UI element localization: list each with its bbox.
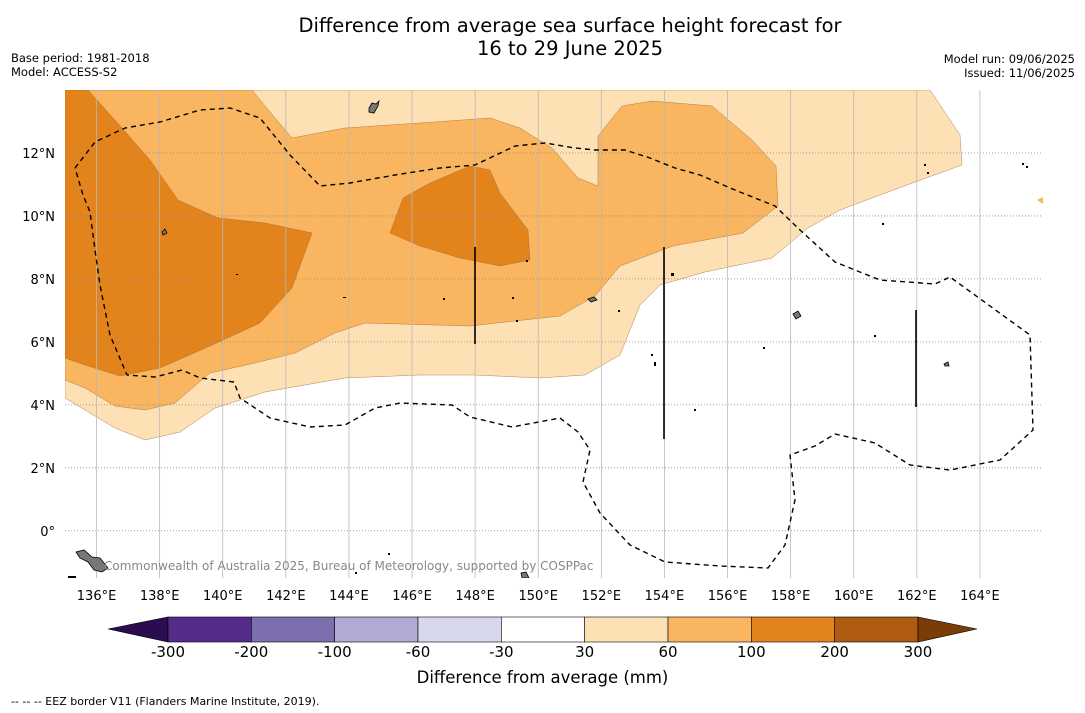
colorbar-tick-label: -300 [150, 643, 186, 661]
colorbar-cell [334, 616, 419, 643]
colorbar-cell [834, 616, 919, 643]
atoll-21 [68, 576, 76, 578]
latitude-tick-label: 6°N [31, 336, 56, 351]
latitude-tick-label: 4°N [31, 399, 56, 414]
model-name: Model: ACCESS-S2 [11, 65, 118, 79]
atoll-4 [512, 297, 514, 299]
islands [75, 99, 950, 578]
longitude-tick-label: 144°E [329, 589, 369, 604]
atoll-9 [651, 354, 653, 356]
longitude-tick-label: 158°E [771, 589, 811, 604]
atoll-13 [874, 335, 876, 337]
colorbar-tick-label: -200 [234, 643, 269, 661]
colorbar-tick-label: 100 [737, 643, 766, 661]
atoll-12 [763, 347, 765, 349]
latitude-tick-label: 8°N [31, 273, 56, 288]
map-title: Difference from average sea surface heig… [0, 14, 1085, 60]
colorbar-tick-label: 30 [575, 643, 595, 661]
map-credit: Commonwealth of Australia 2025, Bureau o… [104, 559, 594, 573]
island-manus [520, 571, 530, 578]
colorbar-cell [417, 616, 502, 643]
island-palau [161, 228, 168, 236]
contour-100-200-west [65, 90, 313, 377]
atoll-10 [654, 362, 656, 366]
atoll-15 [924, 164, 926, 166]
longitude-tick-label: 136°E [77, 589, 117, 604]
meta-right: Model run: 09/06/2025 Issued: 11/06/2025 [944, 52, 1075, 80]
map-area: Commonwealth of Australia 2025, Bureau o… [65, 90, 1043, 578]
colorbar-cells [167, 616, 919, 643]
title-line-2: 16 to 29 June 2025 [476, 37, 664, 60]
colorbar-cell [751, 616, 835, 643]
longitude-tick-label: 140°E [203, 589, 243, 604]
longitude-tick-label: 152°E [582, 589, 622, 604]
atolls [68, 163, 1028, 578]
colorbar [107, 616, 978, 643]
island-kosrae [943, 361, 950, 367]
latitude-tick-label: 10°N [22, 210, 55, 225]
longitude-tick-label: 150°E [518, 589, 558, 604]
colorbar-tick-label: -30 [489, 643, 514, 661]
longitude-tick-label: 148°E [455, 589, 495, 604]
colorbar-cell [251, 616, 335, 643]
meta-left: Base period: 1981-2018 Model: ACCESS-S2 [11, 51, 150, 79]
atoll-14 [882, 223, 884, 225]
atoll-18 [1026, 166, 1028, 168]
eez-palau-fsm [74, 107, 1034, 569]
contour-east-blob [1037, 197, 1043, 204]
base-period: Base period: 1981-2018 [11, 51, 150, 65]
colorbar-cell [167, 616, 252, 643]
longitude-tick-label: 160°E [834, 589, 874, 604]
atoll-6 [526, 260, 528, 262]
colorbar-tick-label: -60 [405, 643, 431, 661]
atoll-11 [694, 409, 696, 411]
atoll-20 [355, 572, 357, 574]
island-chuuk [587, 296, 598, 303]
contour-100-200-central [389, 165, 531, 267]
model-run: Model run: 09/06/2025 [943, 52, 1075, 66]
atoll-17 [1022, 163, 1024, 165]
eez-legend-note: -- -- -- EEZ border V11 (Flanders Marine… [11, 695, 320, 708]
island-guam [368, 99, 380, 114]
atoll-1 [236, 274, 238, 275]
boundary-lines [474, 247, 917, 439]
colorbar-tick-label: -100 [317, 643, 352, 661]
colorbar-cell [584, 616, 669, 643]
atoll-8 [618, 310, 620, 312]
colorbar-cell [667, 616, 752, 643]
longitude-tick-label: 154°E [645, 589, 685, 604]
latitude-tick-label: 12°N [22, 147, 55, 162]
longitude-tick-label: 156°E [708, 589, 748, 604]
latitude-labels: 12°N 10°N 8°N 6°N 4°N 2°N 0° [22, 147, 55, 540]
colorbar-tick-label: 300 [903, 643, 933, 661]
colorbar-tick-label: 60 [658, 643, 678, 661]
longitude-tick-label: 146°E [392, 589, 432, 604]
longitude-tick-label: 142°E [266, 589, 306, 604]
colorbar-cell [501, 616, 585, 643]
colorbar-under-arrow [107, 616, 169, 643]
atoll-7 [671, 273, 674, 276]
eez-borders [74, 107, 1034, 569]
title-line-1: Difference from average sea surface heig… [298, 14, 842, 37]
island-new-guinea-west [75, 549, 109, 573]
atoll-5 [516, 320, 518, 322]
colorbar-tick-label: 200 [820, 643, 849, 661]
longitude-tick-label: 164°E [960, 589, 1000, 604]
longitude-tick-label: 162°E [897, 589, 937, 604]
atoll-16 [927, 172, 929, 174]
atoll-2 [343, 297, 346, 298]
issued-date: Issued: 11/06/2025 [964, 66, 1075, 80]
atoll-3 [443, 298, 445, 300]
latitude-tick-label: 2°N [31, 462, 56, 477]
longitude-labels: 136°E 138°E 140°E 142°E 144°E 146°E 148°E 150°E… [77, 589, 1000, 604]
colorbar-over-arrow [917, 616, 978, 643]
longitude-tick-label: 138°E [140, 589, 180, 604]
atoll-19 [388, 553, 390, 555]
latitude-tick-label: 0° [40, 525, 55, 540]
island-pohnpei [792, 310, 802, 320]
colorbar-title: Difference from average (mm) [416, 668, 669, 687]
